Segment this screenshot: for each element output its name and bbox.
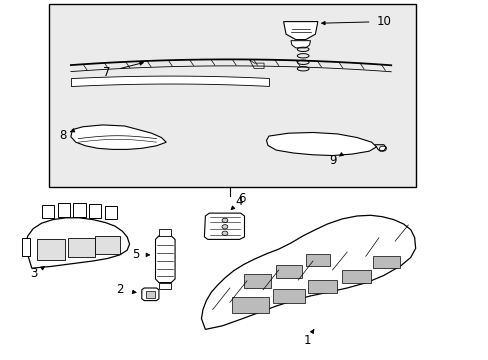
Bar (276, 265, 301, 278)
Polygon shape (155, 236, 175, 283)
Bar (95, 236, 120, 254)
Text: 1: 1 (303, 334, 310, 347)
Polygon shape (41, 205, 54, 218)
Bar (49, 4, 415, 187)
Bar (342, 270, 370, 283)
Bar (145, 291, 154, 298)
Text: 3: 3 (30, 267, 38, 280)
Polygon shape (104, 206, 117, 219)
Bar (372, 256, 399, 268)
Polygon shape (201, 215, 415, 329)
Bar (68, 238, 95, 257)
Bar (232, 297, 268, 313)
Bar (305, 254, 329, 266)
Polygon shape (283, 22, 317, 40)
Polygon shape (58, 203, 70, 217)
Text: 10: 10 (376, 15, 390, 28)
Circle shape (222, 231, 227, 235)
Text: 4: 4 (235, 195, 243, 208)
Polygon shape (142, 288, 159, 301)
Bar (272, 289, 304, 303)
Circle shape (222, 218, 227, 222)
Text: 7: 7 (102, 66, 110, 78)
Bar (159, 229, 171, 236)
Text: 6: 6 (238, 192, 245, 204)
Circle shape (222, 225, 227, 229)
Circle shape (379, 146, 386, 151)
Polygon shape (71, 125, 166, 149)
Polygon shape (73, 203, 85, 217)
Polygon shape (89, 204, 101, 218)
Polygon shape (290, 41, 310, 48)
Bar (37, 239, 65, 260)
Bar (159, 283, 171, 289)
Text: 5: 5 (132, 248, 140, 261)
Bar (307, 280, 337, 293)
Text: 2: 2 (116, 283, 123, 296)
Bar (244, 274, 271, 288)
Polygon shape (266, 132, 376, 156)
Polygon shape (204, 213, 244, 239)
Polygon shape (22, 238, 30, 256)
Polygon shape (25, 218, 129, 268)
Text: 9: 9 (329, 154, 337, 167)
Polygon shape (239, 59, 264, 68)
Text: 8: 8 (59, 129, 66, 141)
